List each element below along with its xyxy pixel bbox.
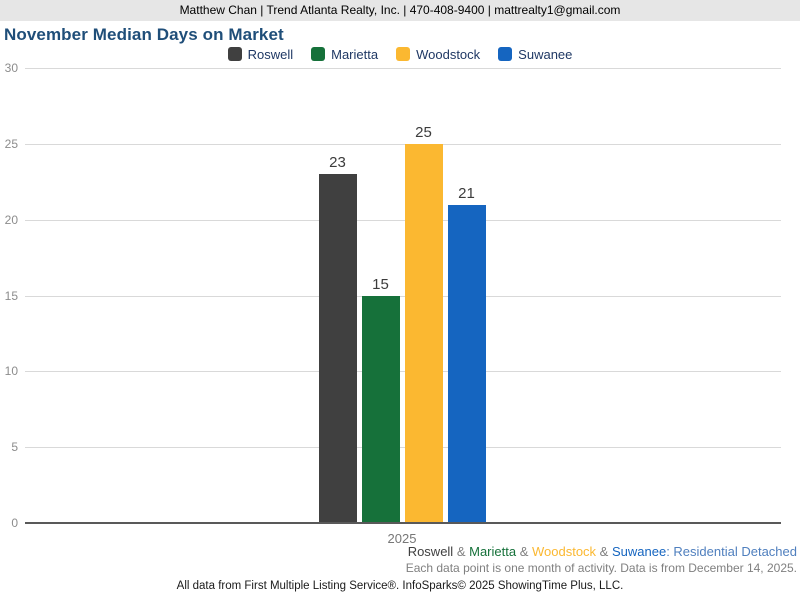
series-description-segment: : Residential Detached	[666, 544, 797, 559]
agent-contact-header: Matthew Chan | Trend Atlanta Realty, Inc…	[0, 0, 800, 21]
y-axis-tick-label: 10	[4, 364, 18, 378]
bar-marietta[interactable]	[361, 295, 400, 523]
legend-swatch-icon	[396, 47, 411, 61]
legend-label: Roswell	[247, 46, 294, 62]
series-description-segment: &	[516, 544, 532, 559]
bar-value-label: 21	[458, 184, 475, 202]
y-gridline	[25, 68, 781, 69]
y-gridline	[25, 447, 781, 448]
y-gridline	[25, 371, 781, 372]
y-axis-tick-label: 0	[11, 516, 18, 530]
y-axis-tick-label: 5	[11, 440, 18, 454]
y-axis-tick-label: 15	[4, 289, 18, 303]
legend-item-woodstock[interactable]: Woodstock	[396, 47, 480, 62]
chart-title: November Median Days on Market	[4, 25, 284, 44]
series-description-segment: Suwanee	[611, 544, 667, 559]
chart-legend: Roswell Marietta Woodstock Suwanee	[0, 45, 800, 63]
series-description-segment: &	[596, 544, 612, 559]
legend-swatch-icon	[311, 47, 326, 61]
bar-value-label: 15	[372, 275, 389, 293]
legend-label: Woodstock	[416, 46, 481, 62]
y-axis-tick-label: 20	[4, 213, 18, 227]
bar-woodstock[interactable]	[404, 143, 443, 523]
bar-value-label: 23	[329, 154, 346, 172]
y-axis-tick-label: 25	[4, 137, 18, 151]
legend-item-marietta[interactable]: Marietta	[311, 47, 378, 62]
y-gridline	[25, 220, 781, 221]
series-description: Roswell & Marietta & Woodstock & Suwanee…	[408, 544, 797, 559]
legend-item-suwanee[interactable]: Suwanee	[498, 47, 572, 62]
legend-swatch-icon	[227, 47, 242, 61]
y-axis-tick-label: 30	[4, 61, 18, 75]
x-axis-line	[25, 522, 781, 524]
series-description-segment: Roswell	[407, 544, 454, 559]
legend-swatch-icon	[498, 47, 513, 61]
y-gridline	[25, 144, 781, 145]
bar-roswell[interactable]	[318, 174, 357, 523]
bar-suwanee[interactable]	[447, 204, 486, 523]
series-description-segment: Woodstock	[531, 544, 597, 559]
legend-item-roswell[interactable]: Roswell	[227, 46, 294, 62]
attribution-line: All data from First Multiple Listing Ser…	[176, 580, 624, 592]
series-description-segment: &	[453, 544, 470, 559]
x-axis-tick-label: 2025	[387, 531, 417, 546]
legend-label: Suwanee	[518, 46, 573, 62]
series-description-segment: Marietta	[469, 544, 517, 559]
data-note: Each data point is one month of activity…	[405, 561, 797, 575]
legend-label: Marietta	[331, 46, 379, 62]
bar-value-label: 25	[415, 123, 432, 141]
y-gridline	[25, 296, 781, 297]
